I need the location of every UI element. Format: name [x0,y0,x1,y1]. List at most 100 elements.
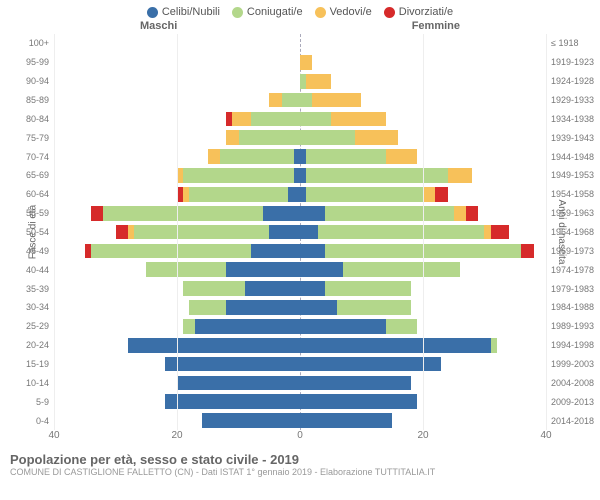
legend: Celibi/Nubili Coniugati/e Vedovi/e Divorzia… [0,0,600,18]
birth-label: 1934-1938 [546,114,594,124]
grid-line [54,34,55,430]
segment [491,225,509,240]
segment [300,376,411,391]
birth-label: 1984-1988 [546,302,594,312]
segment [269,93,281,108]
age-label: 65-69 [26,170,54,180]
age-row: 85-891929-1933 [54,91,546,110]
birth-label: 1999-2003 [546,359,594,369]
grid-line [423,34,424,430]
segment [306,168,447,183]
footer-title: Popolazione per età, sesso e stato civil… [10,452,590,467]
segment [435,187,447,202]
segment [116,225,128,240]
age-row: 95-991919-1923 [54,53,546,72]
segment [183,168,294,183]
age-row: 25-291989-1993 [54,317,546,336]
age-row: 35-391979-1983 [54,279,546,298]
x-tick: 40 [540,430,551,441]
segment [177,376,300,391]
segment [337,300,411,315]
segment [263,206,300,221]
segment [300,55,312,70]
age-row: 75-791939-1943 [54,128,546,147]
age-label: 25-29 [26,321,54,331]
grid-line [546,34,547,430]
legend-label: Divorziati/e [399,6,453,18]
age-label: 50-54 [26,227,54,237]
segment [300,225,318,240]
age-row: 20-241994-1998 [54,336,546,355]
segment [189,300,226,315]
segment [189,187,287,202]
age-label: 0-4 [36,416,54,426]
footer: Popolazione per età, sesso e stato civil… [0,448,600,477]
x-axis: 402002040 [54,430,546,448]
segment [386,149,417,164]
age-row: 5-92009-2013 [54,392,546,411]
age-label: 55-59 [26,208,54,218]
age-label: 75-79 [26,133,54,143]
age-label: 20-24 [26,340,54,350]
age-label: 90-94 [26,76,54,86]
segment [448,168,473,183]
birth-label: 2004-2008 [546,378,594,388]
birth-label: 1919-1923 [546,57,594,67]
age-row: 80-841934-1938 [54,109,546,128]
birth-label: 1979-1983 [546,284,594,294]
segment [318,225,484,240]
segment [300,244,325,259]
segment [355,130,398,145]
birth-label: 1969-1973 [546,246,594,256]
x-tick: 0 [297,430,303,441]
pyramid-chart: Celibi/Nubili Coniugati/e Vedovi/e Divorzia… [0,0,600,500]
birth-label: 2009-2013 [546,397,594,407]
age-row: 90-941924-1928 [54,72,546,91]
gender-labels: Maschi Femmine [0,20,600,32]
age-row: 30-341984-1988 [54,298,546,317]
segment [251,112,300,127]
segment [466,206,478,221]
rows: 100+≤ 191895-991919-192390-941924-192885… [54,34,546,430]
segment [491,338,497,353]
age-label: 45-49 [26,246,54,256]
label-male: Maschi [140,20,177,32]
segment [91,244,251,259]
x-tick: 20 [417,430,428,441]
birth-label: 1929-1933 [546,95,594,105]
segment [134,225,269,240]
age-label: 60-64 [26,189,54,199]
segment [325,281,411,296]
birth-label: 1954-1958 [546,189,594,199]
birth-label: 1939-1943 [546,133,594,143]
segment [220,149,294,164]
age-row: 55-591959-1963 [54,204,546,223]
birth-label: 1974-1978 [546,265,594,275]
segment [300,413,392,428]
segment [232,112,250,127]
age-row: 40-441974-1978 [54,260,546,279]
segment [239,130,301,145]
segment [300,394,417,409]
legend-item: Celibi/Nubili [147,6,220,18]
segment [245,281,300,296]
legend-item: Coniugati/e [232,6,303,18]
segment [183,319,195,334]
legend-label: Vedovi/e [330,6,372,18]
birth-label: ≤ 1918 [546,38,578,48]
age-label: 40-44 [26,265,54,275]
segment [183,281,245,296]
age-row: 10-142004-2008 [54,373,546,392]
segment [165,394,300,409]
legend-item: Vedovi/e [315,6,372,18]
birth-label: 1989-1993 [546,321,594,331]
age-row: 60-641954-1958 [54,185,546,204]
segment [91,206,103,221]
segment [300,338,491,353]
segment [282,93,300,108]
segment [226,300,300,315]
birth-label: 2014-2018 [546,416,594,426]
age-row: 50-541964-1968 [54,223,546,242]
segment [103,206,263,221]
segment [325,206,454,221]
